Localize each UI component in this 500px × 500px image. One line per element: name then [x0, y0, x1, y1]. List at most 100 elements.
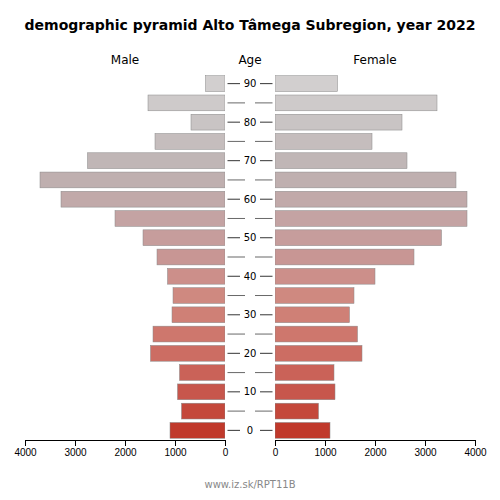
bar: [275, 326, 358, 342]
tick-mark: [175, 440, 176, 446]
age-label: 0: [247, 425, 253, 436]
age-label: 40: [244, 271, 257, 282]
age-label: 30: [244, 309, 257, 320]
chart: 0 1000 2000 3000 4000 Male 0 1000 2000 3000 4000 Fe…: [0, 0, 500, 500]
bar: [275, 153, 407, 169]
bar: [275, 268, 375, 284]
bar: [88, 153, 226, 169]
age-axis: 0102030405060708090: [228, 78, 273, 436]
age-tick: [255, 334, 273, 335]
bar: [157, 249, 225, 265]
tick: 4000: [464, 440, 487, 458]
bar: [275, 288, 354, 304]
bars: [275, 76, 467, 439]
tick: 0: [223, 440, 229, 458]
age-tick: [255, 218, 273, 219]
age-tick: [260, 160, 273, 161]
age-tick: [228, 257, 246, 258]
tick-label: 4000: [14, 447, 37, 458]
bar: [275, 211, 467, 227]
bar: [275, 365, 334, 381]
tick-label: 1000: [314, 447, 337, 458]
age-tick: [228, 334, 246, 335]
bar: [275, 249, 414, 265]
age-tick: [228, 372, 246, 373]
axis-line: [26, 441, 226, 447]
age-tick: [228, 83, 241, 84]
tick: 4000: [14, 440, 37, 458]
tick: 1000: [164, 440, 187, 458]
age-label: 70: [244, 155, 257, 166]
tick-mark: [375, 440, 376, 446]
bar: [275, 76, 338, 92]
bar: [180, 365, 226, 381]
tick: 2000: [114, 440, 137, 458]
tick: 1000: [314, 440, 337, 458]
bar: [275, 230, 442, 246]
bar: [172, 307, 225, 323]
tick-mark: [25, 440, 26, 446]
bars: [40, 76, 225, 439]
bar: [148, 95, 225, 111]
axis-line: [276, 441, 476, 447]
age-label: 90: [244, 78, 257, 89]
bar: [155, 134, 225, 150]
bar: [115, 211, 225, 227]
x-axis: 0 1000 2000 3000 4000: [14, 440, 228, 458]
tick-label: 3000: [414, 447, 437, 458]
bar: [206, 76, 226, 92]
tick-mark: [275, 440, 276, 446]
bar: [275, 345, 362, 361]
age-tick: [228, 295, 246, 296]
tick: 3000: [414, 440, 437, 458]
axis-title: Age: [238, 53, 261, 67]
bar: [168, 268, 226, 284]
age-tick: [228, 102, 246, 103]
age-tick: [255, 141, 273, 142]
tick: 2000: [364, 440, 387, 458]
age-label: 10: [244, 386, 257, 397]
series-header: Male: [111, 53, 139, 67]
age-tick: [228, 160, 241, 161]
age-tick: [228, 237, 241, 238]
tick-mark: [125, 440, 126, 446]
age-tick: [228, 179, 246, 180]
age-tick: [260, 276, 273, 277]
bar: [61, 191, 225, 207]
age-tick: [255, 411, 273, 412]
age-tick: [255, 257, 273, 258]
bar: [182, 403, 226, 419]
age-label: 50: [244, 232, 257, 243]
age-tick: [255, 372, 273, 373]
age-tick: [228, 199, 241, 200]
bar: [275, 134, 372, 150]
age-tick: [228, 430, 241, 431]
age-tick: [228, 141, 246, 142]
series-header: Female: [353, 53, 396, 67]
age-tick: [255, 179, 273, 180]
bar: [151, 345, 226, 361]
tick-label: 4000: [464, 447, 487, 458]
age-tick: [228, 411, 246, 412]
tick-mark: [425, 440, 426, 446]
age-tick: [255, 295, 273, 296]
age-label: 60: [244, 194, 257, 205]
bar: [275, 422, 330, 438]
age-tick: [228, 218, 246, 219]
x-axis: 01000200030004000: [273, 440, 487, 458]
age-tick: [228, 314, 241, 315]
tick-label: 3000: [64, 447, 87, 458]
bar: [275, 384, 335, 400]
tick-label: 1000: [164, 447, 187, 458]
age-tick: [228, 122, 241, 123]
age-tick: [260, 83, 273, 84]
tick-mark: [325, 440, 326, 446]
bar: [143, 230, 225, 246]
bar: [178, 384, 226, 400]
age-label: 80: [244, 117, 257, 128]
bar: [173, 288, 225, 304]
age-tick: [260, 353, 273, 354]
age-tick: [260, 122, 273, 123]
age-tick: [260, 391, 273, 392]
age-tick: [260, 430, 273, 431]
